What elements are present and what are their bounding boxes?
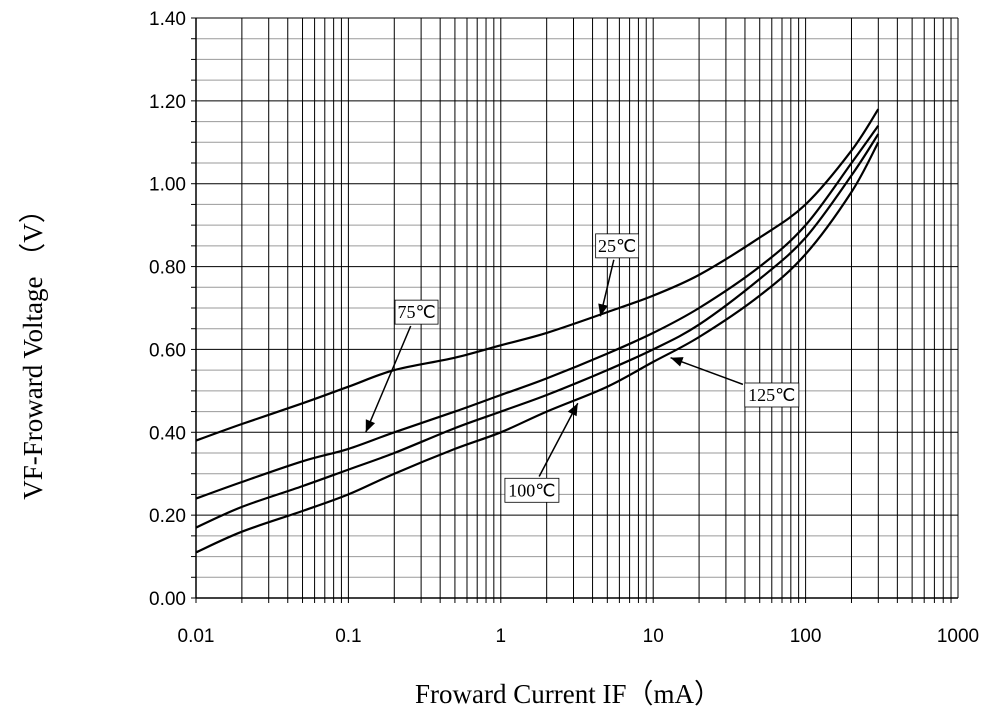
x-tick-label: 0.01	[178, 626, 215, 647]
annotation-arrow	[538, 402, 579, 477]
y-tick-label: 0.00	[149, 589, 186, 610]
x-tick-label: 1	[496, 626, 507, 647]
series-line-100c	[195, 133, 880, 529]
series-line-75c	[195, 125, 880, 500]
annotation-arrowhead	[567, 403, 578, 417]
y-tick-label: 0.40	[149, 423, 186, 444]
annotation-box	[394, 299, 439, 325]
y-tick-label: 1.00	[149, 175, 186, 196]
annotation-label: 100℃	[508, 480, 555, 500]
x-tick-label: 10	[643, 626, 664, 647]
annotation-box	[504, 477, 560, 503]
annotation-box	[744, 382, 800, 408]
annotations: 25℃ 75℃ 100℃ 125℃	[365, 233, 800, 503]
x-tick-label: 1000	[937, 626, 979, 647]
annotation-arrow	[670, 357, 744, 386]
x-tick-label: 0.1	[335, 626, 361, 647]
grid	[195, 17, 959, 599]
x-tick-label: 100	[790, 626, 822, 647]
y-axis-title: VF-Froward Voltage （V）	[18, 196, 48, 500]
annotation-box	[595, 233, 640, 259]
annotation-arrowhead	[365, 419, 376, 433]
y-tick-label: 0.60	[149, 340, 186, 361]
y-tick-label: 0.80	[149, 258, 186, 279]
y-tick-label: 1.40	[149, 9, 186, 30]
annotation-label: 25℃	[598, 236, 636, 256]
y-tick-label: 1.20	[149, 92, 186, 113]
annotation-arrow	[365, 325, 412, 433]
annotation-arrowhead	[598, 303, 608, 317]
x-axis-title: Froward Current IF（mA）	[415, 679, 721, 709]
axes: 0.00 0.20 0.40 0.60 0.80 1.00 1.20 1.40 0.01 0.1 1…	[149, 9, 979, 647]
annotation-label: 75℃	[397, 302, 435, 322]
annotation-arrowhead	[670, 357, 684, 367]
annotation-label: 125℃	[748, 385, 795, 405]
y-tick-label: 0.20	[149, 506, 186, 527]
series-line-125c	[195, 141, 880, 554]
series-group	[195, 108, 880, 554]
series-line-25c	[195, 108, 880, 442]
